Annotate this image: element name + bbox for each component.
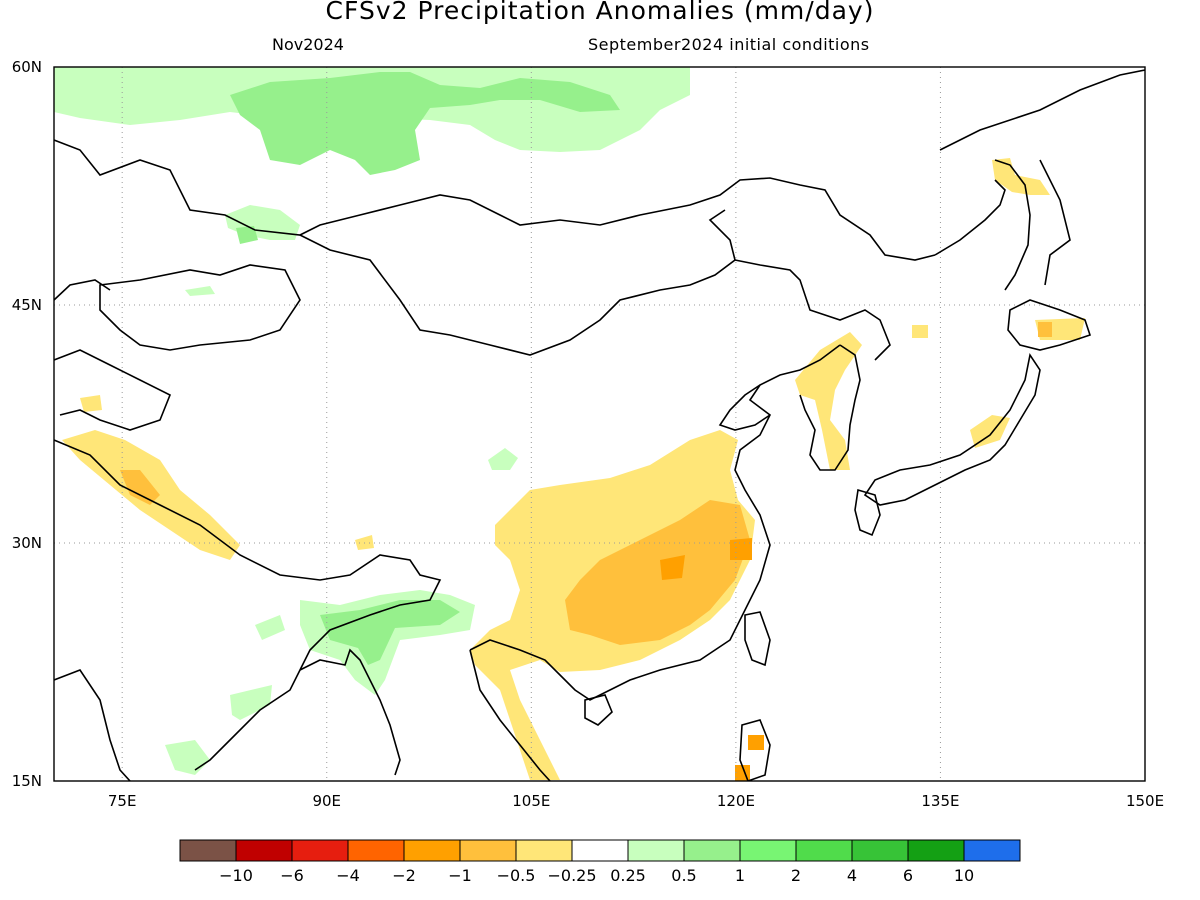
dry-anomaly-taiwan bbox=[748, 735, 764, 750]
luzon bbox=[739, 719, 771, 781]
colorbar-swatch bbox=[235, 839, 293, 862]
kazakhstan-border bbox=[99, 264, 301, 351]
colorbar-swatch bbox=[739, 839, 797, 862]
x-tick-label: 105E bbox=[512, 792, 550, 810]
colorbar-swatch bbox=[179, 839, 237, 862]
mongolia-border bbox=[299, 209, 736, 356]
okhotsk-coast bbox=[1039, 159, 1071, 286]
wet-anomaly-tibet bbox=[488, 448, 518, 470]
indochina-coast bbox=[469, 649, 551, 781]
colorbar-swatch bbox=[571, 839, 629, 862]
bangladesh-coast bbox=[299, 648, 401, 776]
colorbar-swatch bbox=[515, 839, 573, 862]
anomaly-shading bbox=[54, 67, 1085, 781]
colorbar-swatch bbox=[851, 839, 909, 862]
colorbar-label: −1 bbox=[448, 866, 472, 885]
y-axis-labels: 60N 45N 30N 15N bbox=[12, 58, 42, 790]
china-north-border bbox=[734, 259, 891, 361]
wet-anomaly-siberia-west-core bbox=[236, 226, 258, 244]
chart-title: CFSv2 Precipitation Anomalies (mm/day) bbox=[325, 0, 875, 25]
korea-peninsula bbox=[799, 344, 861, 471]
colorbar-swatch bbox=[963, 839, 1021, 862]
wet-anomaly-india bbox=[255, 615, 285, 640]
coastlines-and-borders bbox=[54, 69, 1145, 781]
wet-anomaly-india-coast bbox=[165, 740, 210, 775]
colorbar-label: −10 bbox=[219, 866, 253, 885]
dry-anomaly-sakhalin bbox=[992, 158, 1050, 195]
mainland-se-asia bbox=[469, 344, 841, 701]
colorbar-label: −0.5 bbox=[497, 866, 536, 885]
hokkaido bbox=[1007, 299, 1092, 351]
dry-anomaly-korea bbox=[795, 332, 862, 470]
wet-anomaly-india-south bbox=[230, 685, 272, 720]
forecast-month: Nov2024 bbox=[272, 35, 344, 54]
colorbar-label: −4 bbox=[336, 866, 360, 885]
dry-anomaly-honshu bbox=[970, 415, 1010, 448]
india-north-border bbox=[54, 439, 442, 771]
wet-anomaly-siberia-core bbox=[230, 72, 620, 175]
colorbar-label: 2 bbox=[791, 866, 801, 885]
initial-conditions: September2024 initial conditions bbox=[588, 35, 870, 54]
x-tick-label: 135E bbox=[921, 792, 959, 810]
wet-anomaly-myanmar-core bbox=[320, 600, 460, 665]
colorbar-swatch bbox=[459, 839, 517, 862]
sakhalin bbox=[994, 159, 1031, 291]
kyushu bbox=[854, 488, 881, 537]
colorbar-label: −2 bbox=[392, 866, 416, 885]
x-tick-label: 150E bbox=[1126, 792, 1164, 810]
x-tick-label: 120E bbox=[717, 792, 755, 810]
colorbar-swatch bbox=[907, 839, 965, 862]
colorbar-label: 10 bbox=[954, 866, 974, 885]
honshu bbox=[863, 352, 1041, 506]
dry-anomaly-china-core bbox=[565, 500, 750, 645]
india-west-coast bbox=[54, 669, 131, 781]
colorbar-label: 4 bbox=[847, 866, 857, 885]
colorbar-swatch bbox=[291, 839, 349, 862]
colorbar-label: 0.25 bbox=[610, 866, 646, 885]
colorbar-swatch bbox=[683, 839, 741, 862]
hainan bbox=[584, 694, 613, 726]
x-axis-labels: 75E 90E 105E 120E 135E 150E bbox=[108, 792, 1164, 810]
wet-anomaly-siberia-west bbox=[225, 205, 300, 240]
primorye-coast bbox=[934, 179, 1006, 256]
y-tick-label: 15N bbox=[12, 772, 42, 790]
russia-border bbox=[54, 139, 936, 261]
dry-anomaly-pamir bbox=[80, 395, 102, 412]
y-tick-label: 45N bbox=[12, 296, 42, 314]
x-tick-label: 75E bbox=[108, 792, 137, 810]
colorbar-label: 1 bbox=[735, 866, 745, 885]
kamchatka-coast bbox=[939, 69, 1145, 151]
taiwan bbox=[744, 611, 771, 667]
central-asia-borders bbox=[54, 349, 172, 431]
y-tick-label: 30N bbox=[12, 534, 42, 552]
colorbar-label: 6 bbox=[903, 866, 913, 885]
colorbar-label: −6 bbox=[280, 866, 304, 885]
colorbar-swatch bbox=[403, 839, 461, 862]
x-tick-label: 90E bbox=[312, 792, 341, 810]
dry-anomaly-china-strong bbox=[660, 555, 685, 580]
dry-anomaly-coast-strong bbox=[730, 538, 752, 560]
colorbar-swatch bbox=[347, 839, 405, 862]
colorbar-label: 0.5 bbox=[671, 866, 696, 885]
wet-anomaly-kazakh bbox=[185, 286, 215, 296]
dry-anomaly-himalaya-core bbox=[120, 470, 160, 505]
colorbar-swatch bbox=[627, 839, 685, 862]
colorbar-label: −0.25 bbox=[547, 866, 596, 885]
dry-anomaly-hokkaido-core bbox=[1038, 322, 1052, 337]
dry-anomaly-east-sea bbox=[912, 325, 928, 338]
map-frame bbox=[53, 66, 1146, 782]
caspian-east-shore bbox=[54, 279, 111, 301]
y-tick-label: 60N bbox=[12, 58, 42, 76]
colorbar-legend: −10 −6 −4 −2 −1 −0.5 −0.25 0.25 0.5 1 2 4 6 10 bbox=[179, 839, 1021, 885]
colorbar-swatch bbox=[795, 839, 853, 862]
bohai-coast bbox=[718, 384, 771, 431]
